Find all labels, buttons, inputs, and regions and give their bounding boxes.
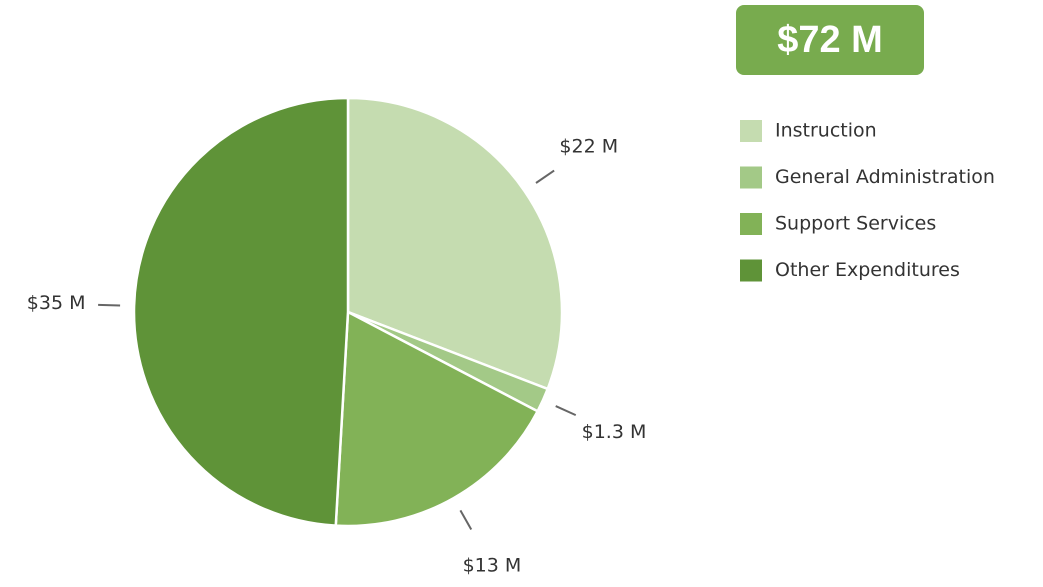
data-label: $35 M xyxy=(27,292,86,314)
data-label: $1.3 M xyxy=(582,421,647,443)
pie-slice xyxy=(132,96,350,527)
total-badge xyxy=(736,5,924,75)
pie-slice xyxy=(346,96,564,391)
legend-label: Instruction xyxy=(775,120,877,142)
legend-label: General Administration xyxy=(775,166,995,188)
total-label: $72 M xyxy=(777,19,883,61)
data-label: $13 M xyxy=(463,555,522,577)
leader-line xyxy=(535,169,555,184)
legend-swatch xyxy=(740,166,762,189)
legend-swatch xyxy=(740,213,762,235)
legend-label: Other Expenditures xyxy=(775,259,960,281)
legend-label: Support Services xyxy=(775,213,936,235)
legend-swatch xyxy=(740,120,762,142)
pie-slice xyxy=(334,309,540,528)
leader-line xyxy=(98,303,121,307)
leader-line xyxy=(555,405,577,417)
legend-swatch xyxy=(740,259,762,282)
leader-line xyxy=(459,509,473,531)
data-label: $22 M xyxy=(559,135,618,157)
